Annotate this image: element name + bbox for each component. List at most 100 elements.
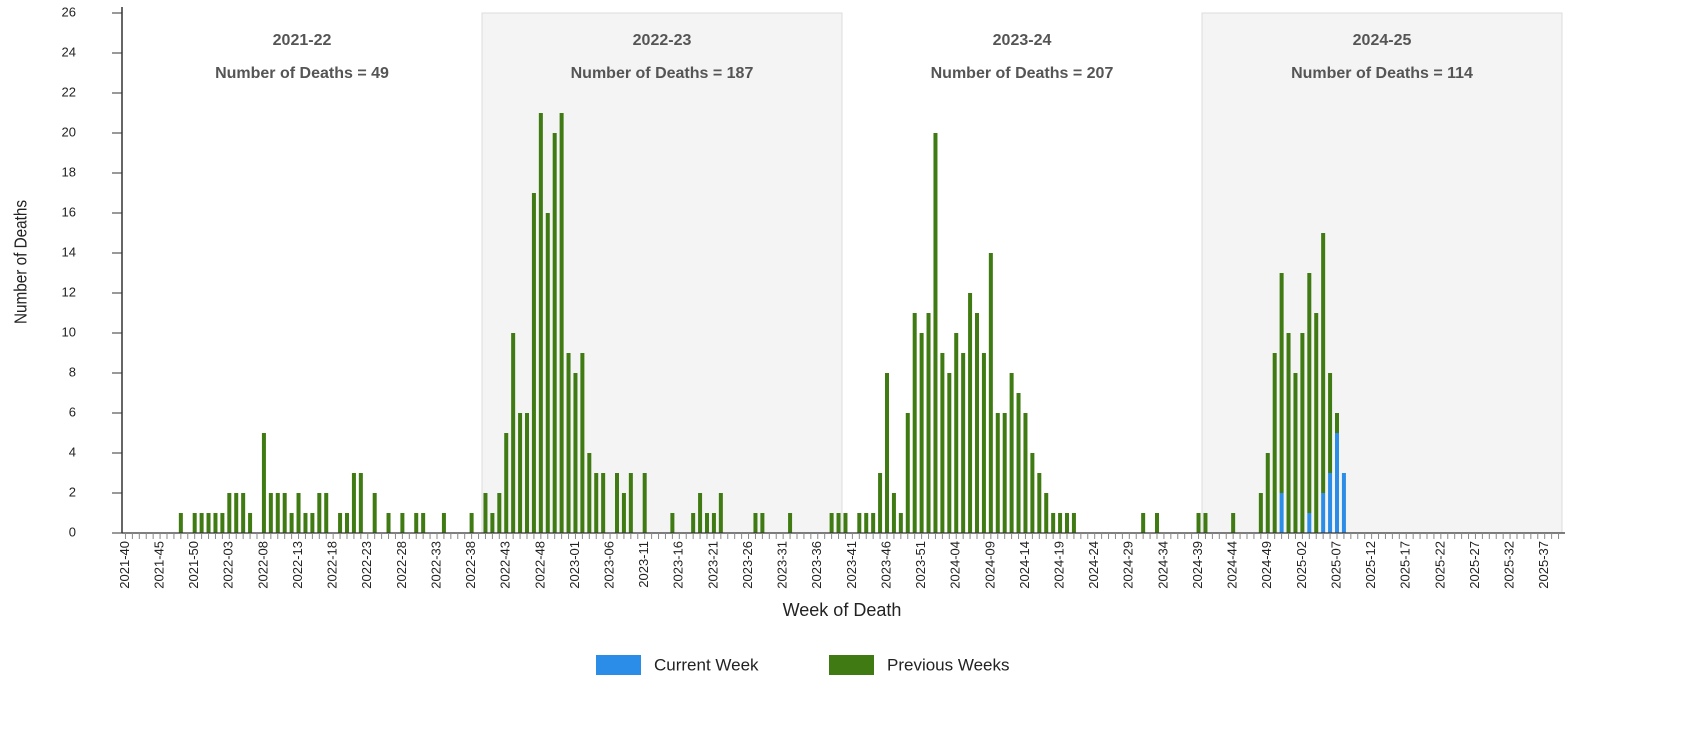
x-tick-label: 2023-26: [740, 541, 755, 589]
bar: [1016, 393, 1021, 533]
bar: [545, 213, 550, 533]
bar: [587, 453, 592, 533]
season-shade: [481, 12, 843, 534]
bar: [289, 513, 294, 533]
bar: [905, 413, 910, 533]
bar: [345, 513, 349, 533]
bar: [621, 493, 626, 533]
bar: [566, 353, 571, 533]
y-tick-label: 6: [69, 404, 76, 419]
bar: [1341, 473, 1346, 533]
bar: [988, 253, 993, 533]
bar: [760, 513, 765, 533]
season-label: 2024-25: [1353, 32, 1412, 49]
bar: [871, 513, 876, 533]
bar: [1272, 353, 1277, 533]
x-tick-label: 2024-44: [1225, 541, 1240, 589]
x-tick-label: 2024-29: [1121, 541, 1136, 589]
bar: [718, 493, 723, 533]
x-tick-label: 2024-49: [1259, 541, 1274, 589]
bar: [628, 473, 633, 533]
bar: [324, 493, 329, 533]
bar: [642, 473, 647, 533]
bar: [241, 493, 246, 533]
bar: [698, 493, 703, 533]
bar: [1030, 453, 1035, 533]
bar: [705, 513, 709, 533]
season-deaths: Number of Deaths = 49: [215, 65, 389, 82]
bar: [192, 513, 197, 533]
bar: [968, 293, 973, 533]
x-tick-label: 2022-03: [221, 541, 236, 589]
bar: [601, 473, 606, 533]
bar: [1321, 233, 1326, 493]
bar: [1065, 513, 1069, 533]
bar: [1265, 453, 1270, 533]
bar: [538, 113, 543, 533]
season-deaths: Number of Deaths = 207: [931, 65, 1114, 82]
bar: [483, 493, 488, 533]
bar: [338, 513, 343, 533]
x-tick-label: 2024-19: [1052, 541, 1067, 589]
bar: [1335, 433, 1339, 533]
bar: [531, 193, 536, 533]
bar: [1328, 473, 1333, 533]
bar: [414, 513, 419, 533]
x-tick-label: 2025-27: [1467, 541, 1482, 589]
bar: [490, 513, 495, 533]
legend-swatch: [596, 655, 641, 675]
bar: [268, 493, 273, 533]
y-tick-label: 0: [69, 524, 76, 539]
y-tick-label: 4: [69, 444, 76, 459]
bar: [753, 513, 758, 533]
bar: [317, 493, 322, 533]
bar: [1051, 513, 1056, 533]
bar: [933, 133, 938, 533]
bar: [898, 513, 903, 533]
bar: [1141, 513, 1146, 533]
season-deaths: Number of Deaths = 114: [1291, 65, 1473, 82]
x-tick-label: 2022-23: [359, 541, 374, 589]
y-tick-label: 26: [62, 4, 76, 19]
bar: [788, 513, 793, 533]
bar: [1279, 273, 1284, 493]
bar: [1203, 513, 1208, 533]
season-label: 2022-23: [633, 32, 692, 49]
bar: [1037, 473, 1042, 533]
bar: [1293, 373, 1298, 533]
x-tick-label: 2024-14: [1017, 541, 1032, 589]
bar-layer: [178, 113, 1346, 533]
bar: [518, 413, 523, 533]
bar: [1002, 413, 1007, 533]
bar: [594, 473, 599, 533]
bar: [975, 313, 979, 533]
x-tick-label: 2022-28: [394, 541, 409, 589]
x-tick-label: 2023-51: [913, 541, 928, 589]
x-tick-label: 2022-08: [255, 541, 270, 589]
x-tick-label: 2022-48: [532, 541, 547, 589]
bar: [1009, 373, 1014, 533]
bar: [497, 493, 502, 533]
bar: [926, 313, 931, 533]
bar: [995, 413, 1000, 533]
bar: [178, 513, 183, 533]
bar: [1321, 493, 1326, 533]
bar: [573, 373, 578, 533]
legend-label: Previous Weeks: [887, 655, 1010, 674]
bar: [296, 493, 301, 533]
x-tick-label: 2022-43: [498, 541, 513, 589]
bar: [525, 413, 529, 533]
x-tick-label: 2023-41: [844, 541, 859, 589]
y-tick-label: 10: [62, 324, 76, 339]
bar: [919, 333, 924, 533]
bar: [843, 513, 848, 533]
bar: [836, 513, 841, 533]
bar: [1286, 333, 1291, 533]
x-tick-label: 2023-16: [671, 541, 686, 589]
x-tick-label: 2021-50: [186, 541, 201, 589]
x-tick-label: 2024-34: [1155, 541, 1170, 589]
x-tick-label: 2021-45: [152, 541, 167, 589]
bar: [940, 353, 945, 533]
x-tick-label: 2025-37: [1536, 541, 1551, 589]
